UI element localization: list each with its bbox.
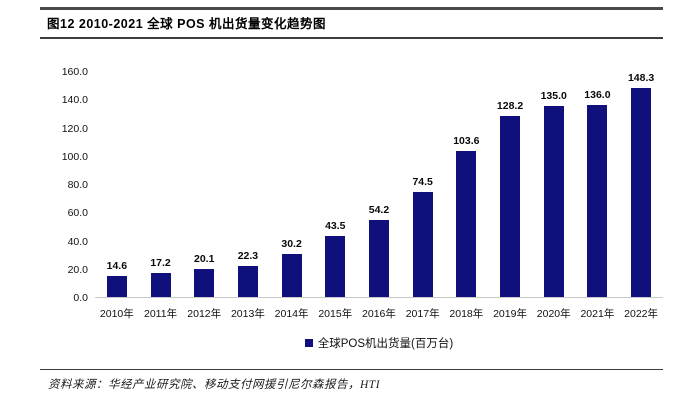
y-axis: 160.0 140.0 120.0 100.0 80.0 60.0 40.0 20.0 0.0	[40, 66, 95, 304]
x-tick-label: 2013年	[230, 308, 265, 320]
bar	[587, 104, 608, 297]
bar-value-label: 30.2	[281, 238, 302, 251]
figure-header: 图12 2010-2021 全球 POS 机出货量变化趋势图	[40, 7, 663, 39]
x-tick-label: 2012年	[187, 308, 222, 320]
y-tick-label: 100.0	[61, 150, 88, 163]
x-tick-label: 2018年	[449, 308, 484, 320]
x-tick-label: 2010年	[99, 308, 134, 320]
bar-value-label: 74.5	[412, 175, 433, 188]
bar	[500, 115, 521, 297]
y-tick-label: 80.0	[67, 179, 88, 191]
bar-column: 135.0	[532, 90, 576, 297]
bar-value-label: 43.5	[325, 219, 346, 232]
bar	[368, 220, 389, 297]
x-tick-label: 2011年	[143, 308, 178, 320]
figure-container: 图12 2010-2021 全球 POS 机出货量变化趋势图 160.0 140.…	[40, 7, 663, 351]
x-tick-label: 2015年	[318, 308, 353, 320]
bar	[150, 272, 171, 297]
bar-column: 103.6	[445, 135, 489, 297]
y-tick-label: 0.0	[73, 292, 88, 304]
bar-column: 148.3	[619, 71, 663, 297]
bar	[412, 191, 433, 297]
bar-value-label: 14.6	[106, 260, 128, 273]
bar-value-label: 136.0	[584, 88, 611, 101]
bar-value-label: 22.3	[237, 249, 259, 262]
bar-column: 17.2	[139, 257, 183, 297]
bar-value-label: 135.0	[540, 90, 567, 103]
bar	[281, 254, 302, 297]
bar-column: 20.1	[182, 253, 226, 297]
bar	[237, 265, 258, 297]
bar	[543, 106, 564, 297]
x-tick-label: 2022年	[624, 308, 659, 320]
x-tick-label: 2021年	[580, 308, 615, 320]
y-tick-label: 160.0	[61, 66, 88, 78]
legend-square-icon	[304, 339, 313, 347]
bar	[631, 87, 652, 297]
legend-label: 全球POS机出货量(百万台)	[317, 338, 454, 350]
bar	[325, 235, 346, 297]
bar-column: 54.2	[357, 204, 401, 297]
y-tick-label: 140.0	[61, 94, 88, 107]
x-tick-label: 2014年	[274, 308, 309, 320]
y-tick-label: 20.0	[67, 263, 88, 276]
bar-column: 128.2	[488, 100, 532, 297]
bar-chart: 160.0 140.0 120.0 100.0 80.0 60.0 40.0 20.0 0.0 …	[40, 66, 663, 304]
bar-column: 22.3	[226, 249, 270, 297]
y-tick-label: 60.0	[67, 207, 88, 220]
x-tick-label: 2019年	[493, 308, 527, 320]
chart-legend: 全球POS机出货量(百万台)	[95, 335, 663, 351]
source-note: 资料来源：华经产业研究院、移动支付网援引尼尔森报告，HTI	[48, 379, 381, 391]
bar	[194, 268, 215, 297]
x-tick-label: 2020年	[536, 308, 571, 320]
bar-value-label: 54.2	[368, 204, 390, 217]
bar-value-label: 148.3	[627, 71, 655, 84]
bar-value-label: 17.2	[150, 256, 171, 269]
bar-value-label: 103.6	[453, 134, 480, 147]
plot-area: 14.6 17.2 20.1 22.3 30.2 43.5 54.2 74.5 103.6 128…	[95, 72, 663, 298]
bar-column: 43.5	[313, 220, 357, 297]
x-tick-label: 2016年	[362, 308, 396, 320]
bar-column: 30.2	[270, 238, 314, 297]
bar-column: 14.6	[95, 260, 139, 297]
bar	[456, 150, 477, 297]
bar-value-label: 20.1	[194, 252, 215, 265]
figure-footer: 资料来源：华经产业研究院、移动支付网援引尼尔森报告，HTI	[40, 369, 663, 392]
bar-column: 74.5	[401, 176, 445, 297]
y-tick-label: 120.0	[61, 122, 88, 135]
bar-column: 136.0	[576, 89, 620, 297]
chart-title: 图12 2010-2021 全球 POS 机出货量变化趋势图	[47, 17, 326, 31]
bar-value-label: 128.2	[496, 99, 524, 112]
bar	[106, 276, 127, 297]
x-axis: 2010年 2011年 2012年 2013年 2014年 2015年 2016年 2017年…	[95, 298, 663, 321]
x-tick-label: 2017年	[405, 308, 440, 320]
y-tick-label: 40.0	[67, 235, 88, 248]
